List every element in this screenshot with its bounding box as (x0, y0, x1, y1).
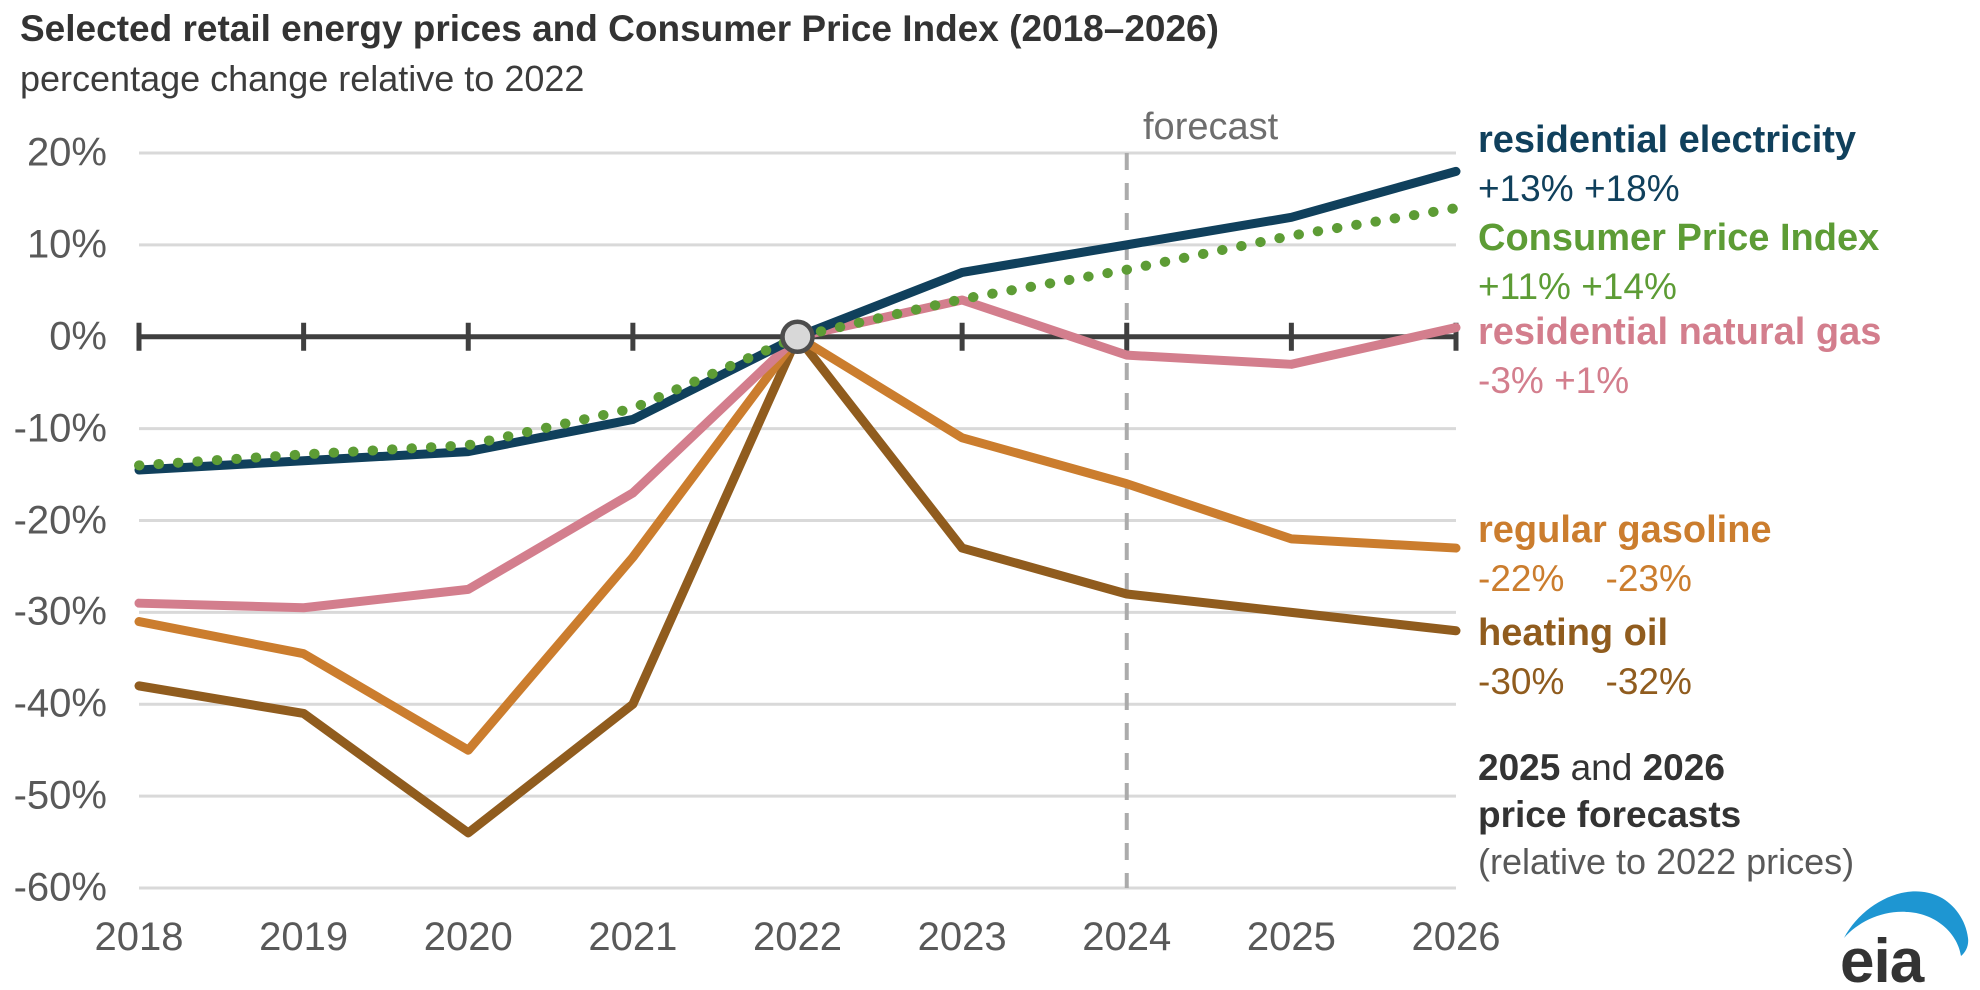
legend-forecast-values: -30% -32% (1478, 661, 1692, 702)
y-axis-label: 10% (26, 222, 107, 267)
x-axis-label: 2024 (1082, 915, 1172, 959)
y-axis-label: -30% (13, 589, 107, 634)
eia-logo-text: eia (1840, 927, 1925, 988)
x-axis-label: 2025 (1246, 915, 1336, 959)
legend-forecast-values: -22% -23% (1478, 558, 1692, 599)
legend-series-name: regular gasoline (1478, 509, 1772, 551)
footnote-line-1: 2025 and 2026 (1478, 747, 1725, 788)
legend-entry-consumer-price-index: Consumer Price Index +11% +14% (1478, 213, 1879, 311)
legend-entry-residential-natural-gas: residential natural gas -3% +1% (1478, 307, 1881, 405)
series-line-heating-oil (134, 332, 1461, 838)
forecast-annotation: forecast (1143, 106, 1279, 148)
y-axis-label: -50% (13, 773, 107, 818)
legend-entry-heating-oil: heating oil -30% -32% (1478, 608, 1692, 706)
base-year-marker (780, 319, 815, 354)
x-axis-label: 2018 (94, 915, 184, 959)
x-axis-label: 2022 (753, 915, 842, 959)
x-axis-label: 2026 (1411, 915, 1501, 959)
eia-logo-swoosh-icon (1844, 891, 1969, 956)
footnote-line-3: (relative to 2022 prices) (1478, 841, 1855, 882)
series-line-regular-gasoline (134, 332, 1461, 755)
y-axis-label: 0% (49, 314, 107, 359)
y-axis-label: -40% (13, 681, 107, 726)
legend-series-name: residential electricity (1478, 119, 1857, 161)
y-axis-label: -10% (13, 406, 107, 451)
legend-series-name: residential natural gas (1478, 311, 1882, 353)
chart-title: Selected retail energy prices and Consum… (20, 8, 1219, 49)
x-axis-label: 2023 (917, 915, 1007, 959)
legend-forecast-values: -3% +1% (1478, 360, 1630, 401)
y-axis-label: -60% (13, 865, 107, 910)
legend-forecast-values: +11% +14% (1478, 266, 1677, 307)
x-axis-label: 2020 (423, 915, 513, 959)
legend-forecast-values: +13% +18% (1478, 168, 1680, 209)
legend-series-name: Consumer Price Index (1478, 217, 1880, 259)
eia-logo: eia (1840, 891, 1969, 988)
legend-series-name: heating oil (1478, 612, 1668, 654)
x-axis-label: 2021 (588, 915, 678, 959)
x-axis-label: 2019 (259, 915, 349, 959)
legend-entry-residential-electricity: residential electricity +13% +18% (1478, 115, 1856, 213)
forecast-footnote: 2025 and 2026 price forecasts (relative … (1478, 744, 1854, 885)
y-axis-label: -20% (13, 498, 107, 542)
chart-subtitle: percentage change relative to 2022 (20, 58, 585, 99)
y-axis-label: 20% (26, 130, 107, 175)
legend-entry-regular-gasoline: regular gasoline -22% -23% (1478, 505, 1772, 603)
footnote-line-2: price forecasts (1478, 794, 1742, 835)
